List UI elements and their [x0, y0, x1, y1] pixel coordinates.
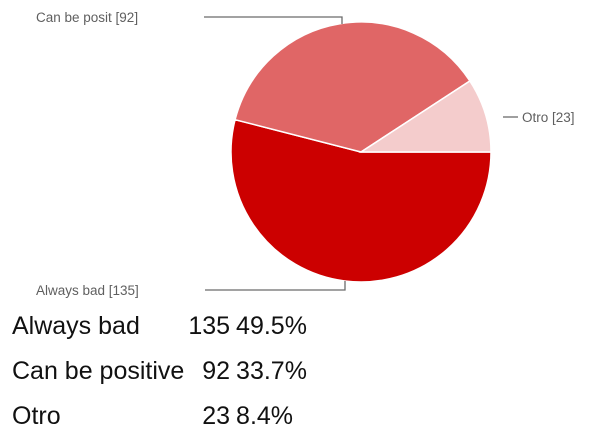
summary-count: 92 [202, 357, 231, 385]
summary-table: Always bad 135 49.5% Can be positive 92 … [12, 304, 307, 439]
callout-label-otro: Otro [23] [522, 110, 575, 125]
summary-label: Always bad [12, 312, 140, 340]
summary-count: 135 [188, 312, 231, 340]
callout-label-always-bad: Always bad [135] [36, 283, 139, 298]
summary-label: Otro [12, 402, 61, 430]
summary-percent: 8.4% [236, 402, 294, 430]
summary-label: Can be positive [12, 357, 185, 385]
callout-line-always-bad [205, 281, 346, 291]
callout-label-can-be-positive: Can be posit [92] [36, 10, 138, 25]
summary-percent: 33.7% [236, 357, 307, 385]
pie-slices [230, 21, 492, 283]
summary-row: Otro 23 8.4% [12, 394, 307, 439]
pie-slice-can-be-positive [234, 21, 471, 153]
pie-slice-otro [358, 79, 492, 153]
summary-row: Can be positive 92 33.7% [12, 349, 307, 394]
pie-slice-always-bad [230, 118, 492, 283]
summary-count: 23 [202, 402, 231, 430]
summary-percent: 49.5% [236, 312, 307, 340]
summary-row: Always bad 135 49.5% [12, 304, 307, 349]
callout-line-can-be-positive [204, 16, 343, 24]
pie-chart: Can be posit [92] Otro [23] Always bad [… [36, 10, 575, 298]
